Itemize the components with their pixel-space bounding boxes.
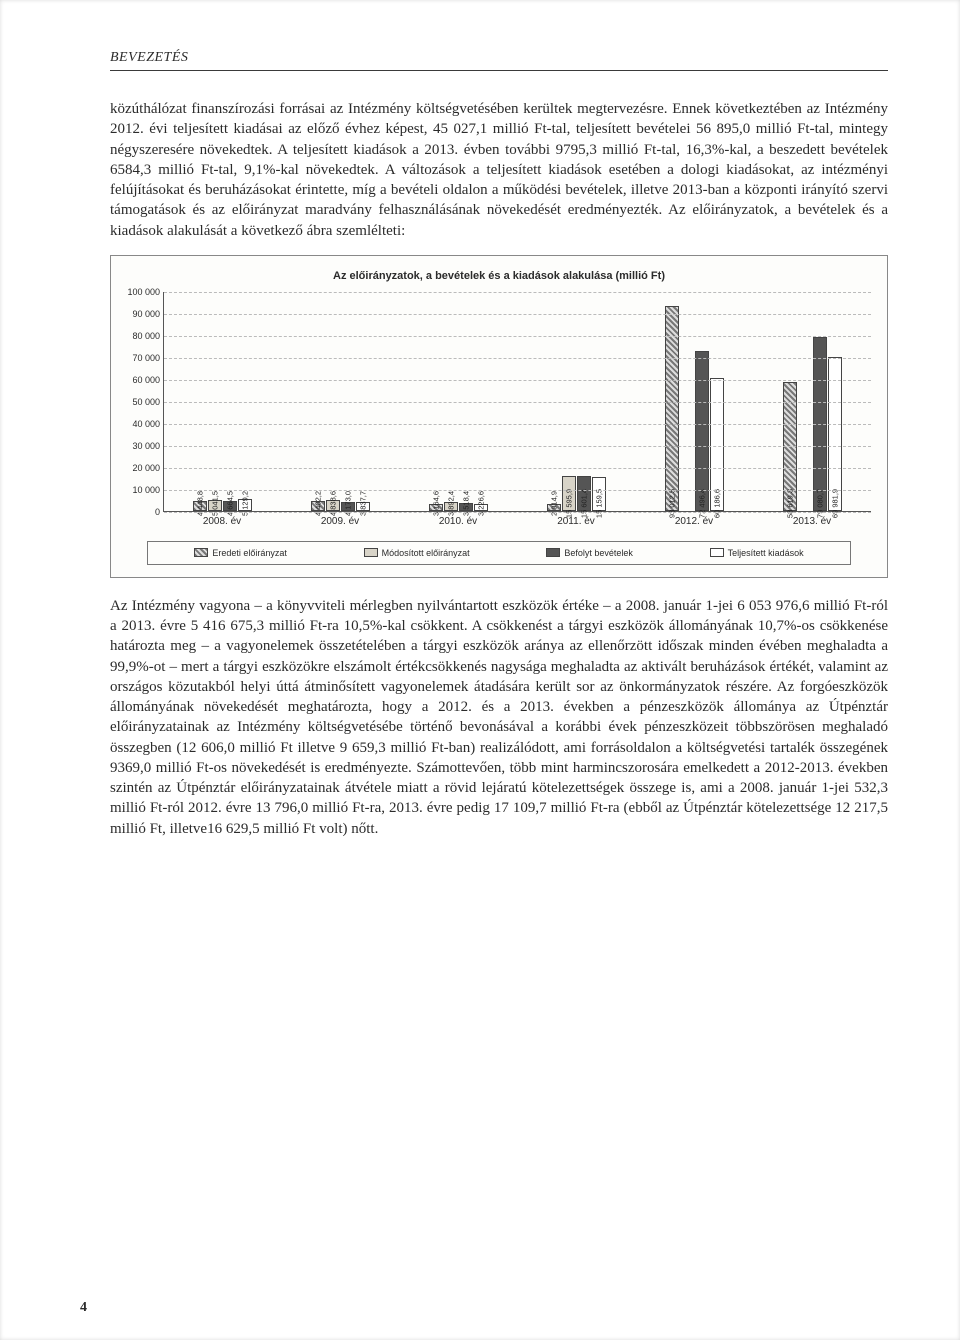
chart-bar: 4 173,0 — [341, 502, 355, 511]
chart-bar: 2 914,9 — [547, 504, 561, 510]
y-tick-label: 60 000 — [124, 375, 160, 385]
legend-swatch — [194, 548, 208, 557]
legend-label: Befolyt bevételek — [564, 548, 633, 558]
y-tick-label: 0 — [124, 507, 160, 517]
chart-bar: 4 448,8 — [193, 501, 207, 511]
legend-swatch — [546, 548, 560, 557]
chart-container: Az előirányzatok, a bevételek és a kiadá… — [110, 255, 888, 578]
chart-plot-area: 4 448,85 041,54 664,55 129,2 4 402,24 838… — [163, 292, 871, 512]
chart-bar: 3 892,4 — [444, 502, 458, 511]
chart-bar: 93 012,5 — [665, 306, 679, 511]
y-tick-label: 40 000 — [124, 419, 160, 429]
legend-label: Teljesített kiadások — [728, 548, 804, 558]
x-tick-label: 2010. év — [399, 512, 517, 527]
bar-value-label: 72 496,4 — [697, 489, 706, 518]
bar-value-label: 15 601,4 — [579, 489, 588, 518]
chart-bar: 3 518,4 — [459, 503, 473, 511]
paragraph-1: közúthálózat finanszírozási forrásai az … — [110, 99, 888, 241]
legend-label: Módosított előirányzat — [382, 548, 470, 558]
chart-bar: 15 601,4 — [577, 476, 591, 510]
chart-bar: 3 226,6 — [474, 504, 488, 511]
chart-bar: 15 595,9 — [562, 476, 576, 510]
chart-x-axis: 2008. év2009. év2010. év2011. év2012. év… — [163, 512, 871, 527]
page-number: 4 — [80, 1300, 87, 1316]
bar-value-label: 15 595,9 — [564, 489, 573, 518]
y-tick-label: 80 000 — [124, 331, 160, 341]
document-page: BEVEZETÉS közúthálózat finanszírozási fo… — [0, 0, 960, 1340]
legend-item: Befolyt bevételek — [546, 548, 633, 558]
bar-value-label: 15 159,5 — [594, 489, 603, 518]
bar-value-label: 69 981,9 — [830, 489, 839, 518]
y-tick-label: 50 000 — [124, 397, 160, 407]
y-tick-label: 10 000 — [124, 485, 160, 495]
x-tick-label: 2008. év — [163, 512, 281, 527]
chart-bar: 4 838,6 — [326, 500, 340, 511]
chart-bar: 4 664,5 — [223, 501, 237, 511]
legend-item: Eredeti előirányzat — [194, 548, 287, 558]
paragraph-2: Az Intézmény vagyona – a könyvviteli mér… — [110, 596, 888, 839]
legend-item: Módosított előirányzat — [364, 548, 470, 558]
chart-bar: 5 129,2 — [238, 499, 252, 510]
chart-bar: 60 186,6 — [710, 378, 724, 510]
legend-swatch — [364, 548, 378, 557]
legend-label: Eredeti előirányzat — [212, 548, 287, 558]
chart-title: Az előirányzatok, a bevételek és a kiadá… — [123, 270, 875, 282]
bar-value-label: 60 186,6 — [712, 489, 721, 518]
chart-bar: 5 041,5 — [208, 500, 222, 511]
y-tick-label: 70 000 — [124, 353, 160, 363]
bar-value-label: 93 012,5 — [667, 489, 676, 518]
chart-bar: 15 159,5 — [592, 477, 606, 510]
chart-bar: 72 496,4 — [695, 351, 709, 510]
x-tick-label: 2011. év — [517, 512, 635, 527]
chart-bar: 3 837,7 — [356, 502, 370, 510]
y-tick-label: 30 000 — [124, 441, 160, 451]
bar-value-label: 79 080,7 — [815, 489, 824, 518]
y-tick-label: 100 000 — [124, 287, 160, 297]
x-tick-label: 2013. év — [753, 512, 871, 527]
bar-value-label: 58 619,3 — [785, 489, 794, 518]
y-tick-label: 90 000 — [124, 309, 160, 319]
legend-item: Teljesített kiadások — [710, 548, 804, 558]
legend-swatch — [710, 548, 724, 557]
chart-bar: 3 164,6 — [429, 504, 443, 511]
chart-bar: 4 402,2 — [311, 501, 325, 511]
x-tick-label: 2012. év — [635, 512, 753, 527]
section-header: BEVEZETÉS — [110, 50, 888, 71]
chart-legend: Eredeti előirányzat Módosított előirányza… — [147, 541, 851, 565]
y-tick-label: 20 000 — [124, 463, 160, 473]
x-tick-label: 2009. év — [281, 512, 399, 527]
